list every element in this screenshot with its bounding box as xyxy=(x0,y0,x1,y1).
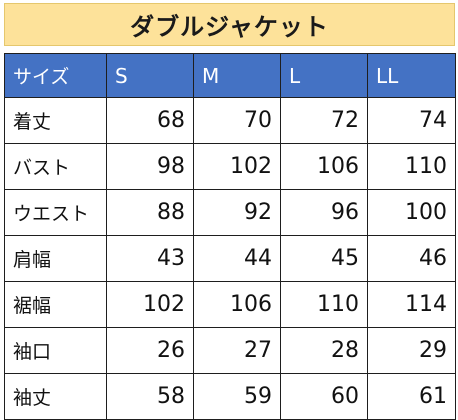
cell-value: 43 xyxy=(106,235,194,282)
cell-value: 88 xyxy=(106,189,194,236)
cell-value: 28 xyxy=(280,327,368,374)
page-title: ダブルジャケット xyxy=(130,13,329,41)
row-label: 着丈 xyxy=(4,97,107,144)
cell-value: 110 xyxy=(280,281,368,328)
size-table: サイズ S M L LL 着丈 68 70 72 74 バスト 98 102 1… xyxy=(4,53,456,420)
cell-value: 102 xyxy=(106,281,194,328)
cell-value: 44 xyxy=(193,235,281,282)
cell-value: 26 xyxy=(106,327,194,374)
cell-value: 74 xyxy=(367,97,456,144)
cell-value: 92 xyxy=(193,189,281,236)
cell-value: 68 xyxy=(106,97,194,144)
table-row: ウエスト 88 92 96 100 xyxy=(4,189,456,236)
cell-value: 102 xyxy=(193,143,281,190)
table-row: バスト 98 102 106 110 xyxy=(4,143,456,190)
header-cell-size: サイズ xyxy=(4,53,107,98)
cell-value: 70 xyxy=(193,97,281,144)
cell-value: 106 xyxy=(280,143,368,190)
cell-value: 29 xyxy=(367,327,456,374)
table-header-row: サイズ S M L LL xyxy=(4,53,456,98)
cell-value: 46 xyxy=(367,235,456,282)
row-label: 袖口 xyxy=(4,327,107,374)
cell-value: 61 xyxy=(367,373,456,420)
row-label: 肩幅 xyxy=(4,235,107,282)
table-row: 着丈 68 70 72 74 xyxy=(4,97,456,144)
header-cell-l: L xyxy=(280,53,368,98)
cell-value: 100 xyxy=(367,189,456,236)
table-row: 肩幅 43 44 45 46 xyxy=(4,235,456,282)
table-row: 袖丈 58 59 60 61 xyxy=(4,373,456,420)
table-row: 裾幅 102 106 110 114 xyxy=(4,281,456,328)
cell-value: 110 xyxy=(367,143,456,190)
cell-value: 96 xyxy=(280,189,368,236)
table-row: 袖口 26 27 28 29 xyxy=(4,327,456,374)
header-cell-s: S xyxy=(106,53,194,98)
header-cell-ll: LL xyxy=(367,53,456,98)
cell-value: 27 xyxy=(193,327,281,374)
cell-value: 58 xyxy=(106,373,194,420)
cell-value: 98 xyxy=(106,143,194,190)
row-label: バスト xyxy=(4,143,107,190)
cell-value: 59 xyxy=(193,373,281,420)
cell-value: 72 xyxy=(280,97,368,144)
row-label: 袖丈 xyxy=(4,373,107,420)
title-bar: ダブルジャケット xyxy=(4,3,455,46)
row-label: 裾幅 xyxy=(4,281,107,328)
cell-value: 45 xyxy=(280,235,368,282)
cell-value: 114 xyxy=(367,281,456,328)
header-cell-m: M xyxy=(193,53,281,98)
row-label: ウエスト xyxy=(4,189,107,236)
cell-value: 106 xyxy=(193,281,281,328)
cell-value: 60 xyxy=(280,373,368,420)
